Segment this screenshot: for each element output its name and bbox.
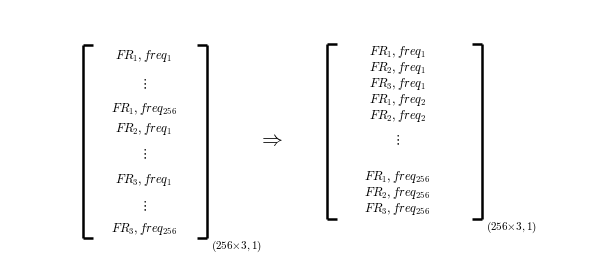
Text: $FR_1, freq_{256}$: $FR_1, freq_{256}$ [111, 101, 177, 117]
Text: $FR_1, freq_1$: $FR_1, freq_1$ [115, 48, 172, 64]
Text: $(256{\times}3,1)$: $(256{\times}3,1)$ [486, 220, 537, 235]
Text: $FR_2, freq_{256}$: $FR_2, freq_{256}$ [364, 185, 431, 201]
Text: $\vdots$: $\vdots$ [395, 133, 401, 147]
Text: $FR_2, freq_1$: $FR_2, freq_1$ [115, 121, 172, 136]
Text: $\vdots$: $\vdots$ [141, 199, 147, 212]
Text: $FR_3, freq_1$: $FR_3, freq_1$ [369, 76, 426, 92]
Text: $FR_1, freq_2$: $FR_1, freq_2$ [369, 92, 426, 108]
Text: $\vdots$: $\vdots$ [141, 147, 147, 161]
Text: $FR_3, freq_1$: $FR_3, freq_1$ [115, 172, 172, 188]
Text: $\vdots$: $\vdots$ [141, 77, 147, 91]
Text: $FR_1, freq_{256}$: $FR_1, freq_{256}$ [364, 169, 431, 185]
Text: $FR_1, freq_1$: $FR_1, freq_1$ [369, 44, 426, 59]
Text: $FR_2, freq_1$: $FR_2, freq_1$ [369, 59, 426, 76]
Text: $FR_2, freq_2$: $FR_2, freq_2$ [369, 108, 426, 124]
Text: $FR_3, freq_{256}$: $FR_3, freq_{256}$ [364, 201, 431, 217]
Text: $(256{\times}3,1)$: $(256{\times}3,1)$ [211, 239, 262, 254]
Text: $FR_3, freq_{256}$: $FR_3, freq_{256}$ [111, 221, 177, 237]
Text: $\Rightarrow$: $\Rightarrow$ [258, 130, 284, 150]
